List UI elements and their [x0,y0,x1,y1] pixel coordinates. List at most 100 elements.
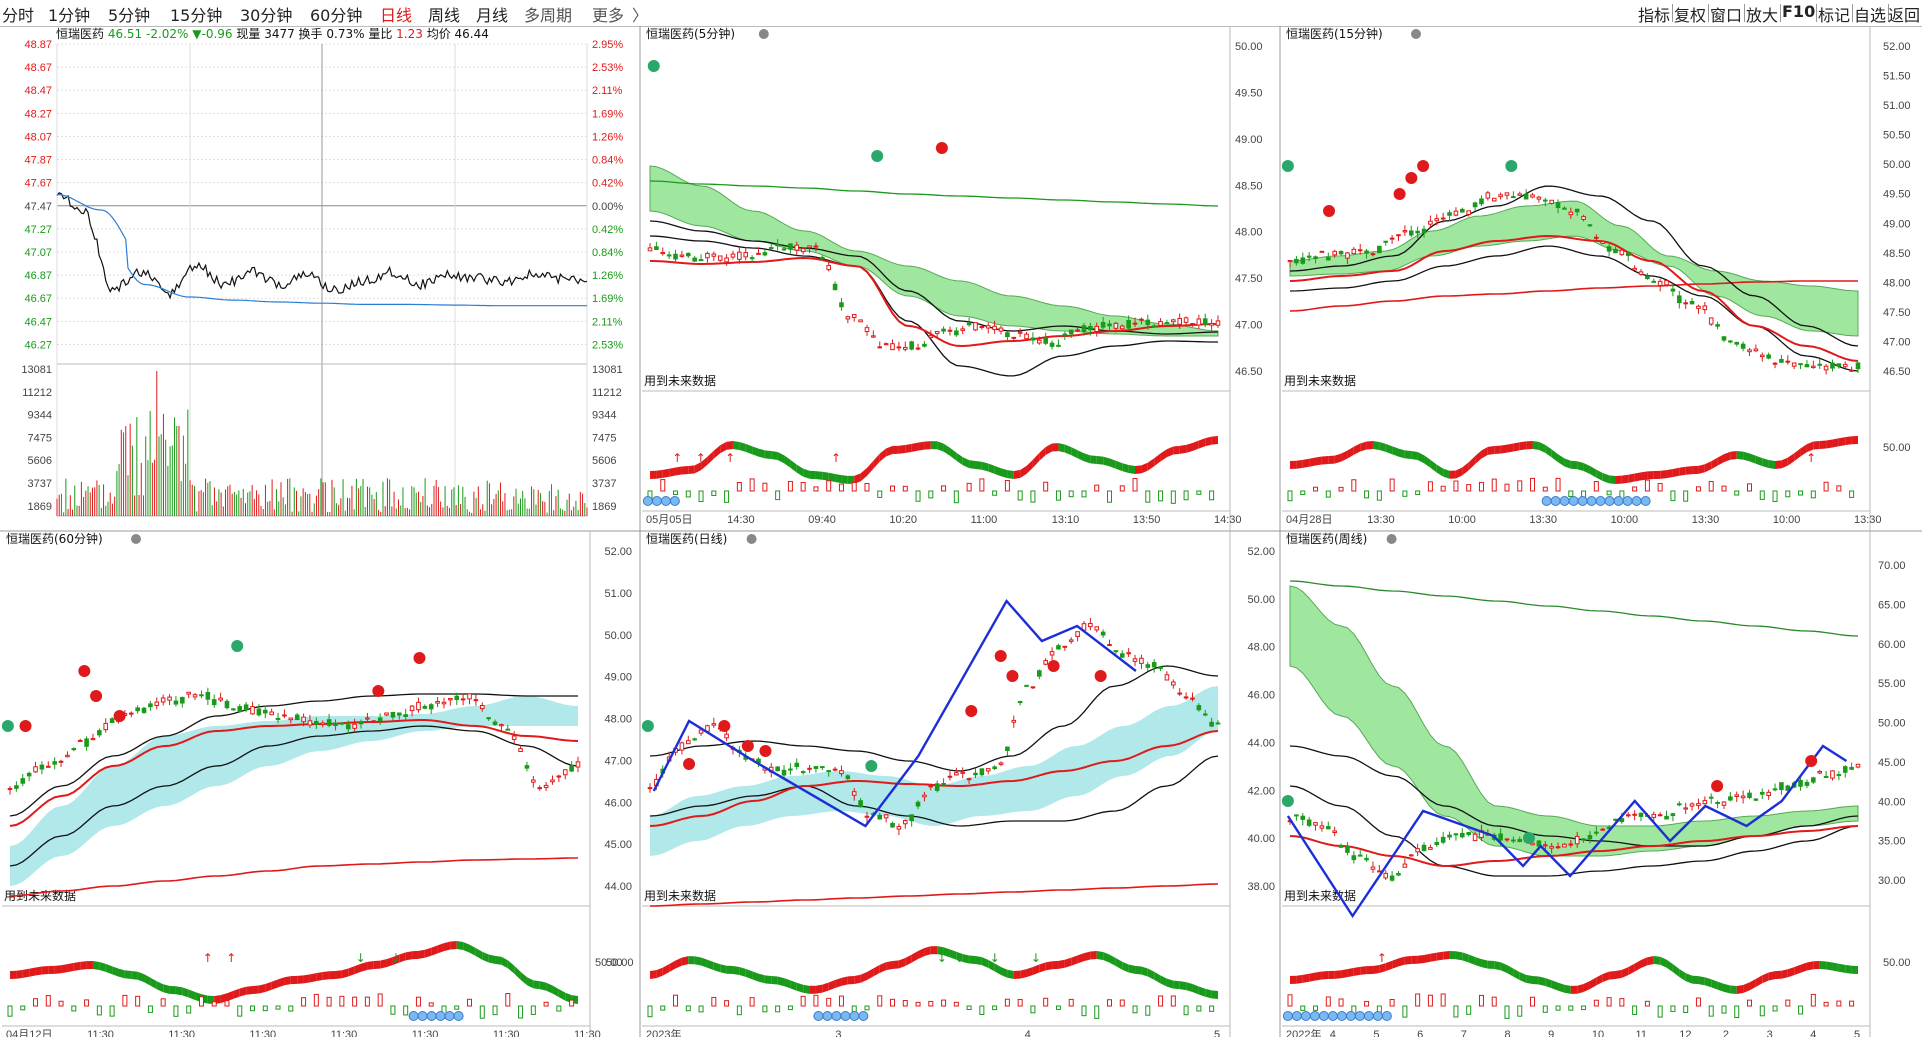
period-tab-6[interactable]: 日线 [380,6,413,25]
axis-tick-right: 55.00 [1878,678,1906,690]
indicator-wave [675,466,682,476]
period-tab-8[interactable]: 月线 [476,6,509,25]
indicator-wave [1551,449,1559,463]
period-tab-4[interactable]: 30分钟 [240,6,293,25]
indicator-wave [322,971,330,980]
indicator-wave [501,956,508,969]
toolbar-button-5[interactable]: 标记 [1818,6,1851,25]
more-arrow-icon[interactable]: 〉 [632,6,649,25]
signal-bubble-icon [1318,1011,1329,1021]
period-tab-1[interactable]: 1分钟 [48,6,91,25]
candle-body [250,706,255,715]
indicator-wave [373,960,381,970]
period-tab-9[interactable]: 多周期 [524,6,573,25]
candle-body [1849,766,1854,770]
candle-body [883,814,889,819]
candle-body [966,778,972,781]
candle-body [167,696,172,701]
indicator-wave [1800,444,1807,457]
toolbar-button-6[interactable]: 自选 [1854,6,1887,25]
indicator-wave [412,950,419,960]
histogram-bar [518,1005,524,1019]
candle-body [1645,275,1650,280]
candle-body [1632,267,1637,271]
toolbar-button-4[interactable]: F10 [1782,2,1816,21]
indicator-wave [1443,468,1450,479]
date-tick: 13:30 [1367,514,1395,526]
period-tab-2[interactable]: 5分钟 [108,6,151,25]
toolbar-button-3[interactable]: 放大 [1746,6,1779,25]
candle-body [448,698,453,701]
axis-tick: 51.50 [1883,71,1911,83]
indicator-wave [1704,977,1712,988]
indicator-wave [520,971,527,986]
signal-red-icon [1006,670,1019,682]
candle-body [1049,342,1055,347]
candle-body [403,714,408,717]
period-tab-5[interactable]: 60分钟 [310,6,363,25]
indicator-wave [1500,962,1507,974]
arrow-down-icon: ↓ [391,951,401,965]
indicator-wave [1404,450,1412,459]
panel-15min: 恒瑞医药(15分钟) 52.00 51.50 51.00 50.50 50.00 49.50… [1281,26,1911,526]
period-tab-7[interactable]: 周线 [428,6,461,25]
axis-tick: 38.00 [1247,881,1275,893]
signal-green-icon [1505,160,1518,172]
indicator-wave [290,975,298,985]
period-tab-0[interactable]: 分时 [2,6,35,25]
candle-body [1049,651,1055,656]
indicator-wave [701,456,708,471]
indicator-wave [1198,986,1206,997]
indicator-wave [48,965,55,975]
toolbar-separator [1852,4,1853,22]
candle-body [1313,256,1318,260]
indicator-wave [771,975,778,985]
candle-body [1753,348,1759,352]
signal-red-icon [1805,755,1818,767]
histogram-bar [941,999,947,1007]
candle-body [877,814,883,820]
zigzag-line [652,598,1137,828]
toolbar-button-7[interactable]: 返回 [1888,6,1921,25]
histogram-bar [660,479,666,492]
candle-body [192,694,198,698]
axis-tick: 50.00 [1247,594,1275,606]
candle-body [647,787,653,790]
period-tab-3[interactable]: 15分钟 [170,6,223,25]
ma-line [649,755,1219,827]
settings-gear-icon [131,534,141,544]
toolbar-button-0[interactable]: 指标 [1638,6,1671,25]
candle-body [858,319,863,323]
candle-body [947,775,953,778]
candle-body [1088,325,1093,331]
axis-tick-right: 35.00 [1878,836,1906,848]
arrow-up-icon: ↑ [226,951,236,965]
indicator-wave [1532,441,1539,450]
header-field: 46.44 [451,27,489,41]
ma-line [9,857,578,897]
signal-bubble-icon [1345,1011,1356,1021]
date-tick: 7 [1461,1029,1467,1037]
candle-body [1313,822,1318,826]
candle-body [1759,791,1765,795]
candle-body [58,760,64,763]
histogram-bar [1657,1005,1663,1018]
candle-body [839,770,844,775]
candle-body [928,335,934,339]
indicator-wave [1109,954,1116,967]
pct-tick: 1.26% [592,270,623,282]
period-tab-10[interactable]: 更多 [592,6,625,25]
indicator-wave [1058,959,1065,969]
indicator-wave [1160,975,1167,987]
candle-body [1734,341,1740,345]
candle-body [909,814,914,822]
toolbar-button-2[interactable]: 窗口 [1710,6,1743,25]
histogram-bar [992,490,998,496]
toolbar-button-1[interactable]: 复权 [1674,6,1707,25]
histogram-bar [1657,482,1663,492]
ma-line [1289,785,1859,877]
histogram-bar [762,482,768,492]
indicator-wave [828,472,836,482]
indicator-wave [92,961,100,970]
candle-body [345,724,351,730]
